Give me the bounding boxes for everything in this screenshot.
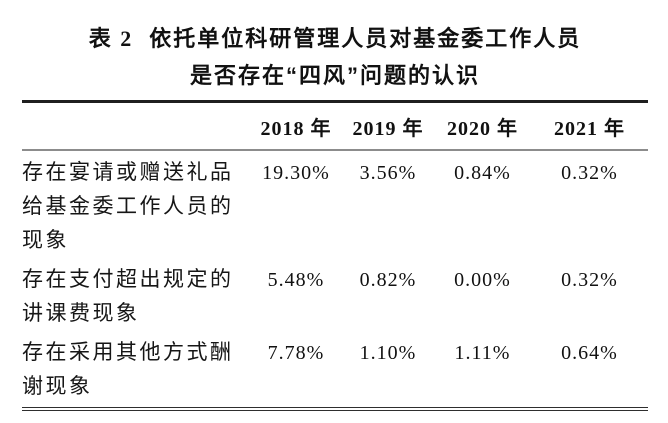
row-label: 存在支付超出规定的讲课费现象 (22, 268, 234, 325)
table-row: 存在采用其他方式酬谢现象 7.78% 1.10% 1.11% 0.64% (22, 331, 648, 407)
cell-value: 0.82% (359, 269, 417, 291)
cell-value: 1.11% (454, 342, 511, 364)
table-title-line1: 依托单位科研管理人员对基金委工作人员 (149, 26, 582, 51)
cell-value: 0.00% (454, 269, 511, 291)
cell-value: 7.78% (267, 342, 325, 364)
table-row: 存在宴请或赠送礼品给基金委工作人员的现象 19.30% 3.56% 0.84% … (22, 151, 648, 258)
header-col-2020: 2020 年 (447, 117, 518, 140)
header-col-2018: 2018 年 (260, 117, 332, 140)
table-number: 表 2 (88, 26, 134, 51)
table-header-row: 2018 年 2019 年 2020 年 2021 年 (22, 103, 648, 151)
cell-value: 1.10% (359, 342, 417, 364)
table-caption: 表 2 依托单位科研管理人员对基金委工作人员 是否存在“四风”问题的认识 (22, 0, 648, 94)
header-col-2019: 2019 年 (352, 117, 424, 140)
table-caption-line1: 表 2 依托单位科研管理人员对基金委工作人员 (22, 20, 648, 57)
header-col-2021: 2021 年 (554, 117, 625, 140)
cell-value: 3.56% (359, 162, 417, 184)
row-label: 存在宴请或赠送礼品给基金委工作人员的现象 (22, 161, 234, 252)
cell-value: 0.32% (561, 162, 618, 184)
cell-value: 5.48% (267, 269, 325, 291)
table-title-line2: 是否存在“四风”问题的认识 (189, 63, 480, 88)
cell-value: 19.30% (262, 162, 330, 184)
data-table: 2018 年 2019 年 2020 年 2021 年 存在宴请或赠送礼品给基金… (22, 100, 648, 411)
cell-value: 0.32% (561, 269, 618, 291)
cell-value: 0.64% (561, 342, 618, 364)
table-row: 存在支付超出规定的讲课费现象 5.48% 0.82% 0.00% 0.32% (22, 258, 648, 331)
cell-value: 0.84% (454, 162, 511, 184)
row-label: 存在采用其他方式酬谢现象 (22, 341, 234, 398)
